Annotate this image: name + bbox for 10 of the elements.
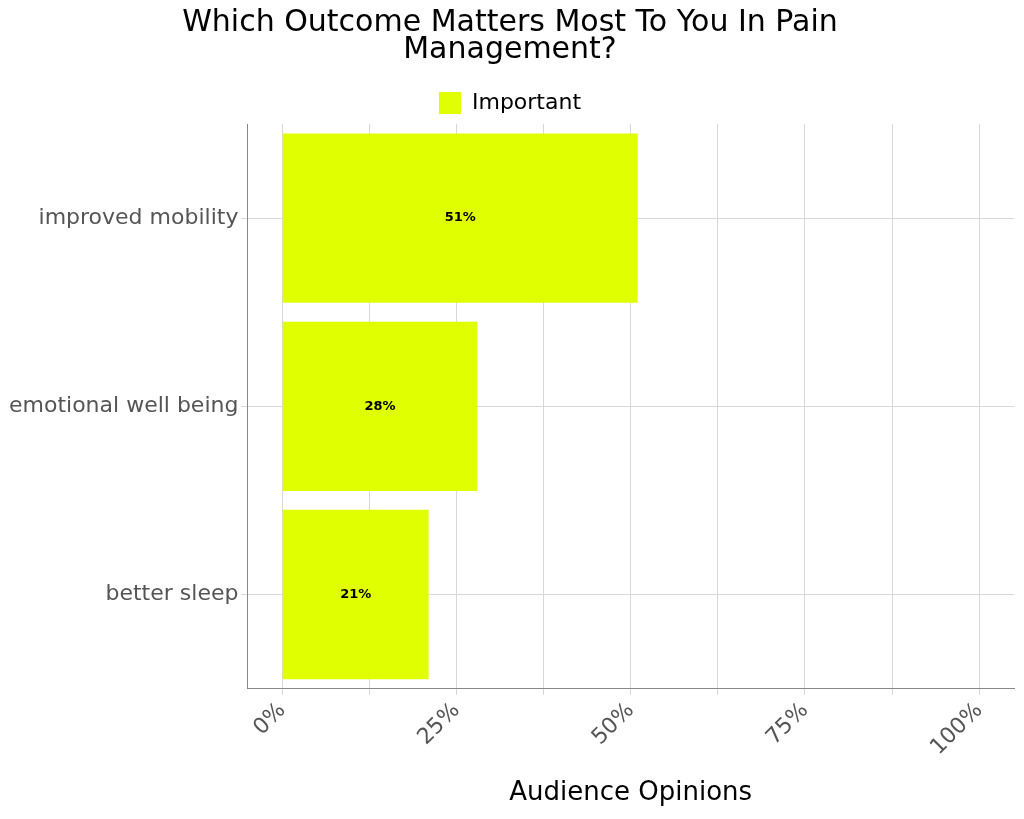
chart-title: Which Outcome Matters Most To You In Pain Management? <box>182 3 838 66</box>
legend-label: Important <box>471 88 582 114</box>
data-label: 28% <box>364 397 396 413</box>
x-axis-title: Audience Opinions <box>509 776 753 807</box>
data-label: 51% <box>444 209 476 225</box>
y-tick-label: emotional well being <box>9 392 239 418</box>
y-tick-label: improved mobility <box>38 203 239 229</box>
y-tick-label: better sleep <box>105 580 239 606</box>
x-tick-label: 0% <box>247 696 290 740</box>
data-label: 21% <box>340 585 372 601</box>
